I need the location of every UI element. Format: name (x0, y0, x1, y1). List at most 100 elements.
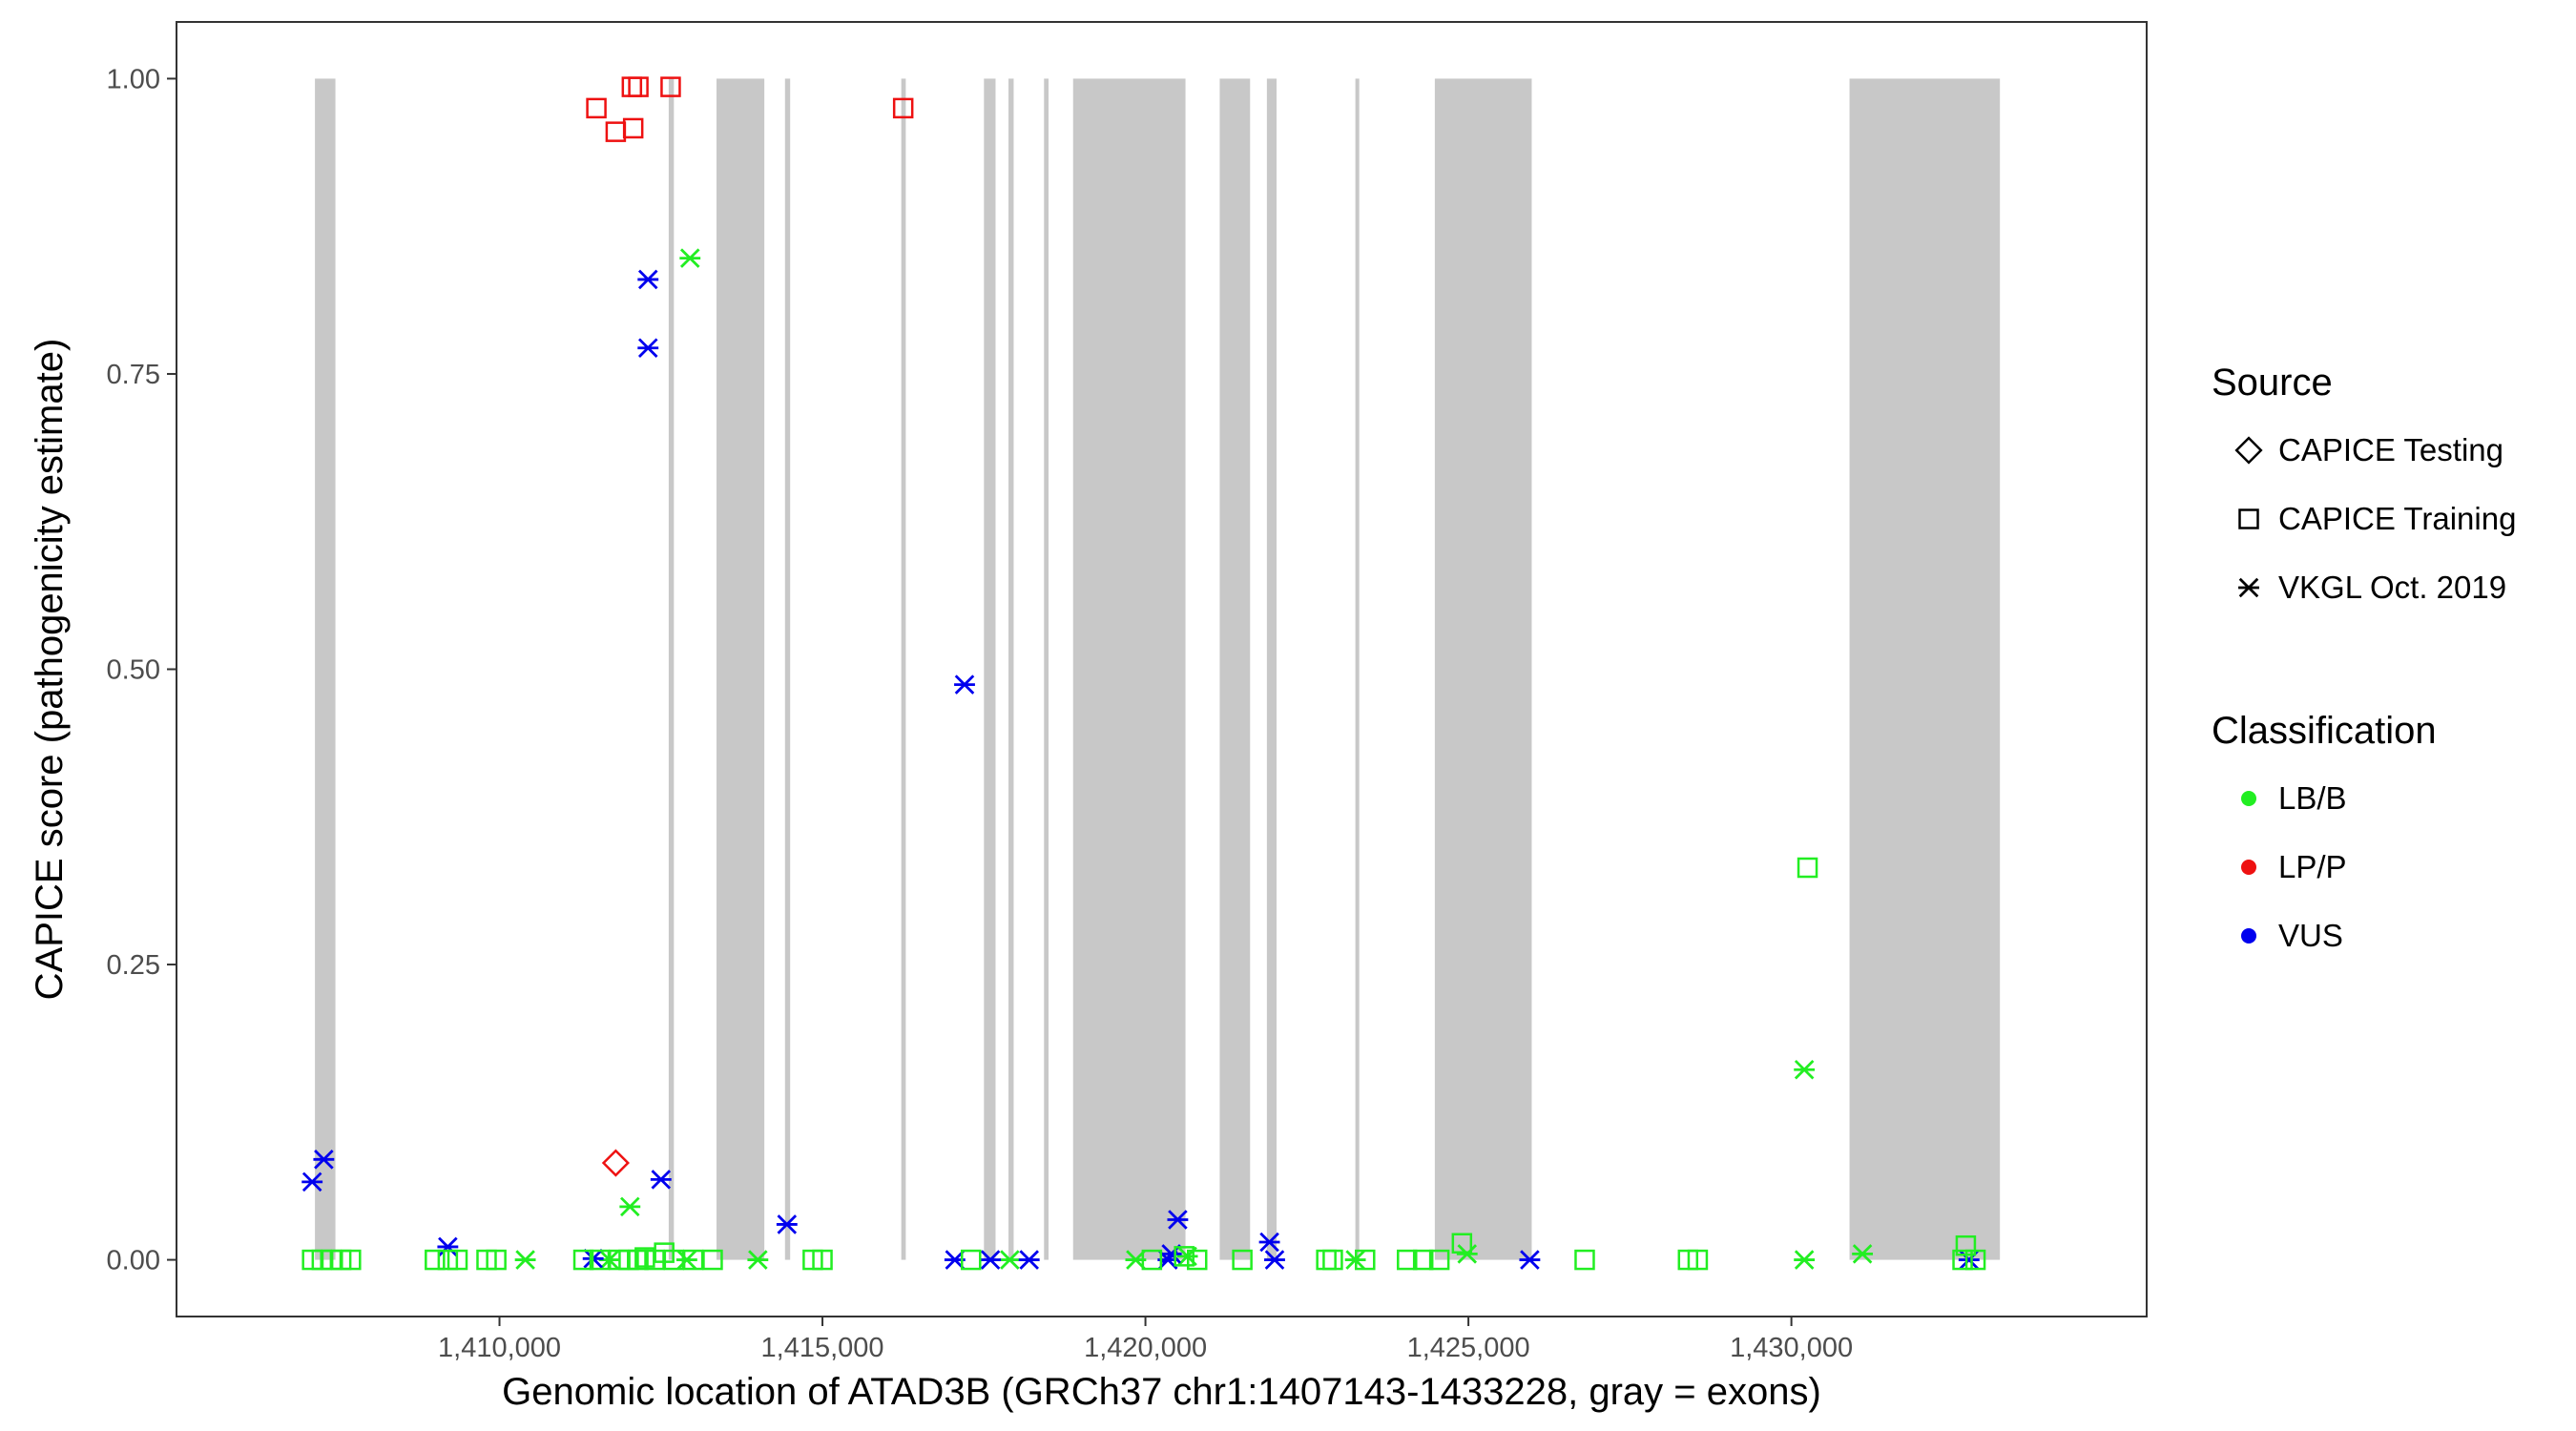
data-point (341, 1249, 362, 1271)
exon-band (1355, 78, 1360, 1260)
x-tick-label: 1,430,000 (1730, 1333, 1853, 1363)
exon-band (1072, 78, 1186, 1260)
legend-key-dot (2241, 928, 2256, 944)
legend-title: Classification (2212, 710, 2437, 752)
legend-title: Source (2212, 362, 2333, 404)
exon-band (315, 78, 336, 1260)
data-point (1451, 1233, 1473, 1254)
data-point (1428, 1249, 1450, 1271)
data-point (980, 1250, 1002, 1270)
data-point (1519, 1250, 1541, 1270)
data-point (1174, 1246, 1195, 1267)
data-point (621, 76, 643, 97)
data-point (1355, 1249, 1376, 1271)
data-point (1141, 1249, 1163, 1271)
legend-key-square (2238, 508, 2259, 529)
data-point (313, 1150, 335, 1170)
data-point (675, 1250, 697, 1270)
legend-label: VKGL Oct. 2019 (2278, 570, 2506, 605)
exon-band (1266, 78, 1278, 1260)
legend: Source CAPICE Testing CAPICE Training VKGL … (2212, 362, 2516, 953)
series-group (301, 857, 1986, 1271)
data-point (1397, 1249, 1418, 1271)
data-point (660, 76, 681, 97)
legend-label: LB/B (2278, 780, 2347, 816)
legend-label: CAPICE Training (2278, 501, 2516, 536)
y-axis-title: CAPICE score (pathogenicity estimate) (29, 339, 71, 1001)
data-point (1258, 1232, 1280, 1253)
data-point (812, 1249, 833, 1271)
x-axis-title: Genomic location of ATAD3B (GRCh37 chr1:… (502, 1371, 1821, 1413)
data-point (619, 1196, 641, 1217)
data-point (1456, 1244, 1478, 1264)
exon-band (668, 78, 675, 1260)
data-point (776, 1214, 798, 1234)
data-point (447, 1249, 468, 1271)
x-tick-label: 1,425,000 (1407, 1333, 1530, 1363)
data-point (622, 117, 644, 139)
data-point (514, 1250, 536, 1270)
data-point (1232, 1249, 1253, 1271)
data-point (437, 1236, 459, 1257)
data-point (663, 1249, 685, 1271)
exon-band (784, 78, 791, 1260)
data-point (1964, 1249, 1986, 1271)
exon-bands (315, 78, 2001, 1260)
data-point (425, 1249, 446, 1271)
x-tick-label: 1,415,000 (761, 1333, 884, 1363)
series-group (301, 269, 1980, 1270)
exon-band (984, 78, 996, 1260)
data-point (1018, 1250, 1040, 1270)
data-point (589, 1249, 611, 1271)
legend-label: LP/P (2278, 849, 2347, 884)
exon-band (1434, 78, 1532, 1260)
exon-band (1219, 78, 1251, 1260)
data-point (954, 674, 975, 695)
legend-label: CAPICE Testing (2278, 432, 2503, 467)
data-point (892, 97, 914, 119)
data-point (637, 338, 659, 359)
data-point (1186, 1249, 1208, 1271)
data-point (572, 1249, 594, 1271)
legend-key-dot (2241, 791, 2256, 806)
data-point (586, 97, 607, 119)
data-point (1167, 1210, 1189, 1230)
data-point (605, 121, 627, 142)
y-tick-label: 0.75 (107, 360, 160, 390)
legend-key-dot (2241, 860, 2256, 875)
axes: 0.00 0.25 0.50 0.75 1.00 1,410,000 1,415,000 1,… (107, 64, 1854, 1363)
exon-band (1044, 78, 1049, 1260)
legend-key-asterisk (2238, 577, 2259, 598)
data-point (999, 1250, 1021, 1270)
data-point (301, 1172, 323, 1192)
x-tick-label: 1,420,000 (1084, 1333, 1207, 1363)
data-point (679, 248, 701, 268)
x-tick-label: 1,410,000 (438, 1333, 561, 1363)
data-point (650, 1170, 672, 1190)
legend-key-diamond (2234, 436, 2263, 465)
data-point (747, 1250, 769, 1270)
exon-band (717, 78, 765, 1260)
y-tick-label: 1.00 (107, 64, 160, 94)
data-point (486, 1249, 507, 1271)
legend-label: VUS (2278, 918, 2343, 953)
y-tick-label: 0.50 (107, 655, 160, 686)
data-point (644, 1249, 665, 1271)
data-points (301, 76, 1986, 1271)
data-point (637, 269, 659, 290)
data-point (1687, 1249, 1709, 1271)
data-point (601, 1149, 630, 1177)
data-point (1952, 1249, 1973, 1271)
data-point (682, 1249, 704, 1271)
y-tick-label: 0.00 (107, 1246, 160, 1276)
y-tick-label: 0.25 (107, 950, 160, 981)
data-point (961, 1249, 982, 1271)
data-point (1794, 1059, 1816, 1080)
exon-band (1849, 78, 2001, 1260)
series-group (514, 248, 1874, 1270)
data-point (702, 1249, 723, 1271)
exon-band (1008, 78, 1014, 1260)
series-group (586, 76, 914, 142)
